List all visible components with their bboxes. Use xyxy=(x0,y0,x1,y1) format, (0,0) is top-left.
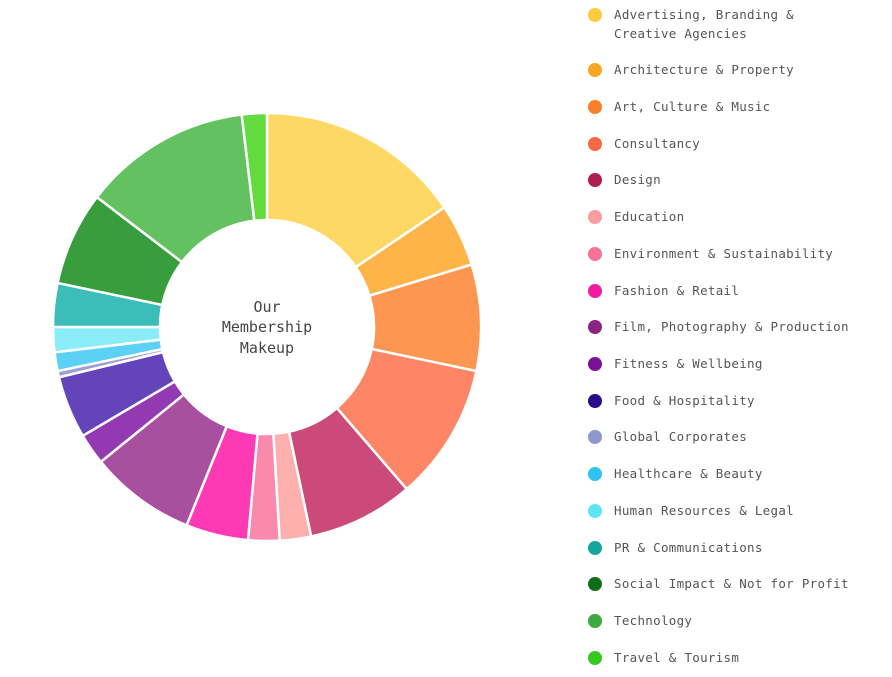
legend-item[interactable]: Education xyxy=(586,207,886,226)
legend-item[interactable]: Advertising, Branding & Creative Agencie… xyxy=(586,5,886,43)
legend-swatch xyxy=(588,173,602,187)
legend-swatch xyxy=(588,577,602,591)
legend-swatch xyxy=(588,137,602,151)
legend-label: Technology xyxy=(614,613,693,628)
legend-item[interactable]: Architecture & Property xyxy=(586,60,886,79)
legend-item[interactable]: Art, Culture & Music xyxy=(586,97,886,116)
legend-swatch xyxy=(588,357,602,371)
legend-item[interactable]: Travel & Tourism xyxy=(586,648,886,667)
center-label-line-1: Our xyxy=(253,298,280,316)
legend-item[interactable]: Film, Photography & Production xyxy=(586,317,886,336)
legend-swatch xyxy=(588,541,602,555)
legend-swatch xyxy=(588,8,602,22)
donut-chart: Our Membership Makeup xyxy=(51,111,483,543)
legend-item[interactable]: Consultancy xyxy=(586,134,886,153)
legend-label: Consultancy xyxy=(614,136,701,151)
legend-label: Travel & Tourism xyxy=(614,650,740,665)
legend-swatch xyxy=(588,614,602,628)
legend-item[interactable]: Social Impact & Not for Profit xyxy=(586,574,886,593)
legend-label: Fashion & Retail xyxy=(614,283,740,298)
legend-label: Human Resources & Legal xyxy=(614,503,794,518)
legend-label: Design xyxy=(614,172,661,187)
legend-swatch xyxy=(588,430,602,444)
legend-item[interactable]: Fitness & Wellbeing xyxy=(586,354,886,373)
legend-item[interactable]: Healthcare & Beauty xyxy=(586,464,886,483)
legend-item[interactable]: Global Corporates xyxy=(586,427,886,446)
legend-item[interactable]: PR & Communications xyxy=(586,538,886,557)
legend-swatch xyxy=(588,320,602,334)
legend-item[interactable]: Fashion & Retail xyxy=(586,281,886,300)
legend-label: Architecture & Property xyxy=(614,62,794,77)
legend-swatch xyxy=(588,100,602,114)
legend-label: Advertising, Branding & Creative Agencie… xyxy=(614,7,794,41)
legend-label: Global Corporates xyxy=(614,429,748,444)
legend-item[interactable]: Food & Hospitality xyxy=(586,391,886,410)
slice-16[interactable] xyxy=(95,113,256,264)
legend-swatch xyxy=(588,247,602,261)
donut-slices xyxy=(51,111,483,543)
legend-label: Healthcare & Beauty xyxy=(614,466,763,481)
legend-swatch xyxy=(588,504,602,518)
legend-swatch xyxy=(588,651,602,665)
legend-swatch xyxy=(588,210,602,224)
legend-item[interactable]: Human Resources & Legal xyxy=(586,501,886,520)
slice-0[interactable] xyxy=(265,111,447,269)
center-label-line-2: Membership xyxy=(222,318,312,336)
legend-swatch xyxy=(588,63,602,77)
legend-swatch xyxy=(588,284,602,298)
legend-label: Film, Photography & Production xyxy=(614,319,849,334)
legend-label: Environment & Sustainability xyxy=(614,246,834,261)
legend-label: Education xyxy=(614,209,685,224)
legend-label: Social Impact & Not for Profit xyxy=(614,576,849,591)
legend-label: Art, Culture & Music xyxy=(614,99,771,114)
legend-swatch xyxy=(588,467,602,481)
legend-item[interactable]: Design xyxy=(586,170,886,189)
legend-item[interactable]: Technology xyxy=(586,611,886,630)
center-label-line-3: Makeup xyxy=(240,339,294,357)
legend-item[interactable]: Environment & Sustainability xyxy=(586,244,886,263)
slice-17[interactable] xyxy=(240,111,269,223)
legend-label: PR & Communications xyxy=(614,540,763,555)
legend-label: Food & Hospitality xyxy=(614,393,755,408)
legend-swatch xyxy=(588,394,602,408)
legend-label: Fitness & Wellbeing xyxy=(614,356,763,371)
